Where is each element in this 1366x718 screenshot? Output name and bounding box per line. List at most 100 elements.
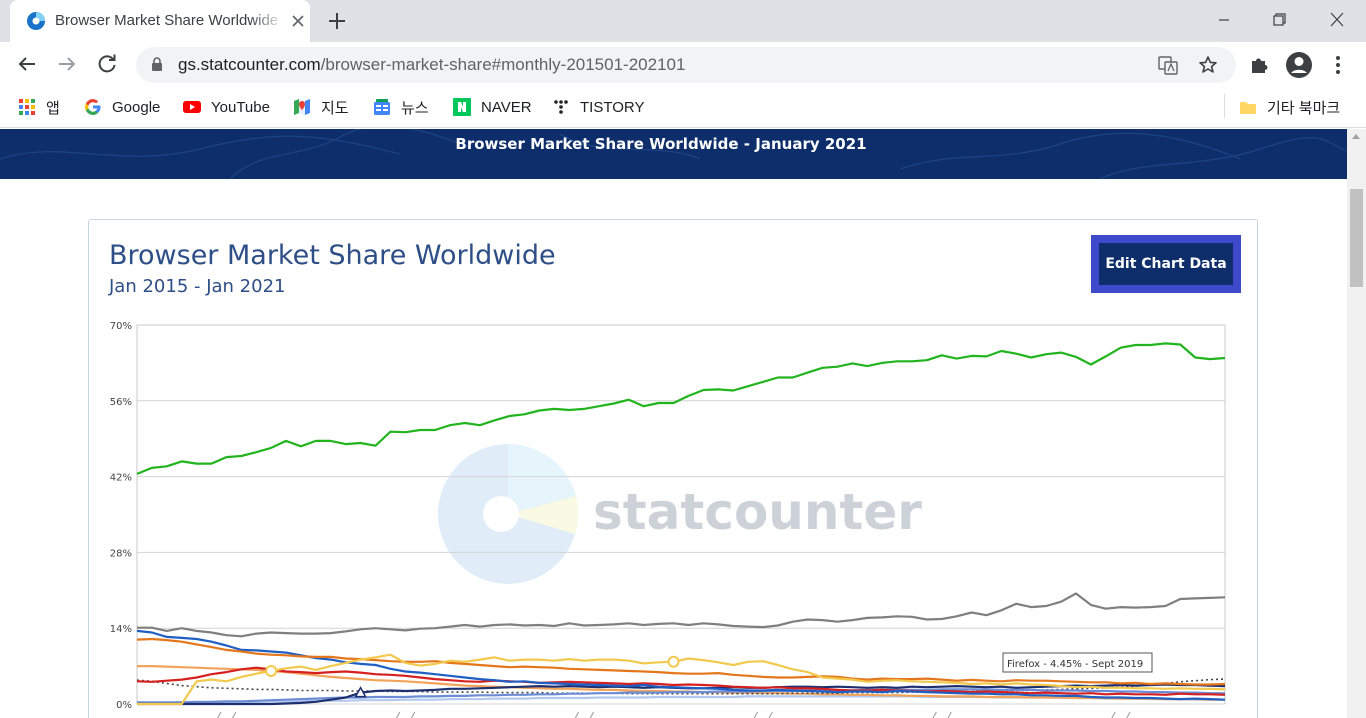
page-scrollbar[interactable] [1347,129,1366,718]
chart-title: Browser Market Share Worldwide [109,240,556,271]
maps-icon [294,99,310,115]
series-line[interactable] [137,653,1226,706]
statcounter-watermark: statcounter [438,443,922,584]
folder-icon [1240,102,1256,114]
point-marker[interactable] [667,655,680,668]
tooltip-box [1002,652,1153,673]
address-bar[interactable]: gs.statcounter.com/browser-market-share#… [136,47,1236,83]
bookmark-star-icon[interactable] [1198,55,1218,75]
youtube-icon [183,101,201,113]
tooltip-text: Firefox - 4.45% - Sept 2019 [1007,659,1143,670]
bookmark-maps[interactable]: 지도 [293,96,349,118]
point-marker[interactable] [265,664,278,677]
edit-chart-data-label: Edit Chart Data [1099,243,1233,285]
reload-icon[interactable] [95,52,119,76]
y-tick-label: 28% [110,548,132,559]
series-line[interactable] [136,342,1226,475]
watermark-logo-slice [508,443,576,514]
new-tab-icon[interactable] [325,9,349,33]
y-tick-label: 70% [110,321,132,332]
series-line[interactable] [137,688,1225,704]
bookmark-youtube[interactable]: YouTube [183,96,270,118]
naver-icon [453,98,471,116]
scrollbar-thumb[interactable] [1350,189,1363,287]
url-path: /browser-market-share#monthly-201501-202… [320,55,686,74]
chart-tooltip: Firefox - 4.45% - Sept 2019 [1002,652,1153,673]
x-axis-ticks [217,711,1131,718]
restore-icon[interactable] [1268,10,1290,30]
series-line[interactable] [136,637,1226,686]
url-text[interactable]: gs.statcounter.com/browser-market-share#… [178,55,685,75]
chart-subtitle: Jan 2015 - Jan 2021 [109,276,286,297]
series-line[interactable] [136,678,1226,695]
back-arrow-icon[interactable] [15,52,39,76]
x-tick-label-stub [395,711,401,718]
bookmarks-divider [1224,94,1225,118]
bookmark-label: 지도 [321,99,349,117]
x-tick-label-stub [410,711,416,718]
scroll-up-arrow-icon[interactable] [1352,134,1360,139]
watermark-logo-ring [438,444,578,584]
page-content: Browser Market Share Worldwide - January… [0,129,1347,718]
bookmark-other[interactable]: 기타 북마크 [1239,96,1340,118]
translate-icon[interactable] [1158,55,1178,75]
bookmark-tistory[interactable]: TISTORY [552,96,644,118]
extensions-puzzle-icon[interactable] [1248,54,1270,76]
chart-card: Browser Market Share Worldwide Jan 2015 … [88,219,1258,718]
tab-strip: Browser Market Share Worldwide - Januar [0,0,1366,42]
x-tick-label-stub [217,711,222,718]
bookmarks-bar: 앱 Google YouTube 지도 뉴스 [0,88,1366,128]
x-tick-label-stub [947,711,952,718]
world-map-pattern [0,129,1347,179]
x-tick-label-stub [932,711,937,718]
y-tick-label: 42% [110,473,132,484]
bookmark-label: 앱 [46,99,60,117]
bookmark-label: YouTube [211,98,270,116]
browser-tab[interactable]: Browser Market Share Worldwide - Januar [10,0,310,42]
edit-chart-data-button[interactable]: Edit Chart Data [1091,235,1241,293]
line-chart: statcounter 0% 14% 28% 42% 56% 70% Firefox - … [110,321,1226,718]
bookmark-label: Google [112,98,161,116]
watermark-logo-slice [508,496,579,534]
statcounter-favicon-icon [27,12,45,30]
tab-close-icon[interactable] [290,13,306,29]
series-line[interactable] [136,629,1226,701]
bookmark-label: 뉴스 [401,99,429,117]
bookmark-google[interactable]: Google [84,96,160,118]
bookmark-label: NAVER [481,98,532,116]
bookmark-naver[interactable]: NAVER [453,96,532,118]
series-line[interactable] [136,666,1226,696]
x-tick-label-stub [589,711,595,718]
bookmark-news[interactable]: 뉴스 [373,96,429,118]
x-tick-label-stub [1126,711,1131,718]
apps-grid-icon [19,99,35,115]
news-icon [374,99,390,115]
y-tick-label: 14% [110,624,132,635]
minimize-icon[interactable] [1213,10,1235,30]
page-banner: Browser Market Share Worldwide - January… [0,129,1347,179]
series-line[interactable] [137,592,1226,638]
menu-kebab-icon[interactable] [1330,54,1346,76]
x-tick-label-stub [1111,711,1116,718]
profile-avatar-icon[interactable] [1285,51,1313,79]
x-tick-label-stub [574,711,580,718]
chart-series [136,342,1226,706]
url-host: gs.statcounter.com [178,55,321,74]
bookmark-label: 기타 북마크 [1267,99,1341,117]
window-close-icon[interactable] [1326,10,1348,30]
watermark-text: statcounter [593,483,922,541]
watermark-logo-hole [483,496,519,532]
tab-title: Browser Market Share Worldwide - Januar [55,12,285,29]
banner-title: Browser Market Share Worldwide - January… [455,135,867,153]
lock-icon [152,57,162,71]
y-axis-ticks: 0% 14% 28% 42% 56% 70% [110,321,132,711]
tistory-icon [554,100,568,114]
bookmark-apps[interactable]: 앱 [18,96,60,118]
google-icon [85,99,101,115]
y-tick-label: 0% [116,700,132,711]
x-tick-label-stub [231,711,237,718]
bookmark-label: TISTORY [580,98,645,116]
forward-arrow-icon[interactable] [55,52,79,76]
y-tick-label: 56% [110,397,132,408]
point-marker[interactable] [354,686,367,698]
